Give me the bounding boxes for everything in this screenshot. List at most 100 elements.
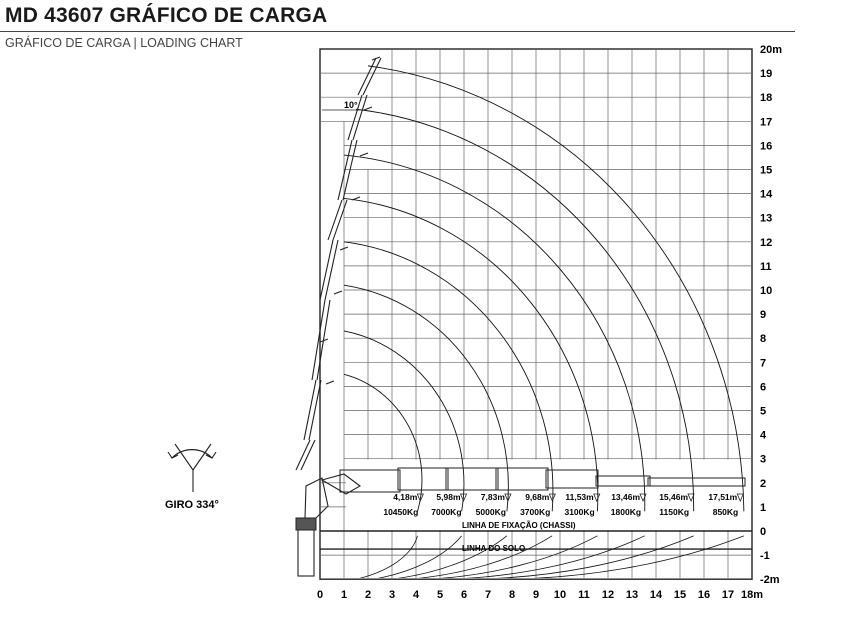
reach-marker: [504, 493, 512, 503]
load-arc: [343, 373, 423, 512]
y-tick-label: 4: [760, 430, 767, 442]
y-tick-label: 12: [760, 237, 772, 249]
y-tick-label: 3: [760, 454, 766, 466]
boom-tip-mark: [325, 380, 335, 385]
y-tick-label: 1: [760, 502, 766, 514]
y-tick-label: 14: [760, 189, 773, 201]
y-tick-label: 13: [760, 213, 772, 225]
reach-value: 7,83m: [481, 492, 506, 502]
horizontal-boom-section: [545, 469, 599, 489]
x-tick-label: 11: [578, 589, 590, 601]
load-arc: [343, 284, 509, 512]
reach-value: 11,53m: [565, 492, 594, 502]
reach-marker: [736, 493, 744, 503]
boom-section-edge: [300, 439, 316, 471]
load-value: 850Kg: [713, 507, 739, 517]
reach-marker: [548, 493, 556, 503]
boom-section-edge: [332, 199, 348, 241]
load-arc: [343, 330, 465, 512]
y-tick-label: -1: [760, 550, 770, 562]
y-tick-label: 20m: [760, 44, 782, 56]
x-tick-label: 2: [365, 589, 371, 601]
boom-section-edge: [324, 239, 339, 301]
boom-section-edge: [308, 379, 322, 441]
x-tick-label: 6: [461, 589, 467, 601]
load-arc-lower: [377, 535, 462, 578]
x-tick-label: 7: [485, 589, 491, 601]
load-arc: [355, 108, 695, 512]
rotation-label: GIRO 334°: [165, 499, 219, 511]
x-tick-label: 0: [317, 589, 323, 601]
rotation-symbol: GIRO 334°: [165, 443, 219, 511]
y-tick-label: 6: [760, 381, 766, 393]
load-arc-lower: [359, 535, 418, 578]
y-tick-label: 8: [760, 333, 766, 345]
load-arc: [343, 197, 599, 512]
y-tick-label: -2m: [760, 574, 780, 586]
reach-value: 17,51m: [708, 492, 737, 502]
boom-tip-mark: [319, 338, 329, 343]
x-tick-label: 1: [341, 589, 347, 601]
crane-boom-drawing: [295, 56, 746, 577]
boom-section: [337, 139, 353, 201]
boom-section-edge: [316, 299, 331, 381]
load-value: 3100Kg: [564, 507, 594, 517]
x-tick-label: 3: [389, 589, 395, 601]
x-tick-label: 12: [602, 589, 614, 601]
horizontal-boom-section: [339, 469, 401, 493]
x-tick-label: 4: [413, 589, 420, 601]
horizontal-boom-section: [445, 467, 499, 491]
boom-section: [347, 94, 363, 141]
ground-line-label: LINHA DO SOLO: [462, 544, 525, 553]
load-arcs: [343, 65, 745, 578]
boom-section: [303, 379, 317, 441]
y-tick-label: 5: [760, 406, 766, 418]
boom-tip-mark: [339, 246, 349, 251]
crane-base: [295, 517, 317, 531]
boom-section: [295, 439, 311, 471]
reach-marker: [687, 493, 695, 503]
reach-value: 4,18m: [393, 492, 418, 502]
axis-tick-labels: 0 1 2 3 4 5 6 7 8 9 10 11 12 13 14 15 16 17 18m-2m-1012345…: [317, 44, 782, 601]
y-tick-label: 17: [760, 116, 772, 128]
y-tick-label: 7: [760, 357, 766, 369]
y-tick-label: 18: [760, 92, 772, 104]
load-value: 10450Kg: [383, 507, 418, 517]
load-arc-lower: [397, 535, 508, 578]
reach-value: 13,46m: [611, 492, 640, 502]
reach-marker: [593, 493, 601, 503]
load-arc-lower: [464, 535, 645, 578]
boom-section: [327, 199, 343, 241]
load-arc-lower: [495, 535, 694, 578]
boom-section: [319, 239, 334, 301]
horizontal-boom-section: [647, 477, 746, 487]
reach-marker: [639, 493, 647, 503]
horizontal-boom-section: [495, 467, 549, 491]
load-arc-lower: [439, 535, 598, 578]
x-tick-label: 17: [722, 589, 734, 601]
boom-section: [357, 57, 377, 96]
y-tick-label: 0: [760, 526, 766, 538]
y-tick-label: 19: [760, 68, 772, 80]
x-tick-label: 10: [554, 589, 566, 601]
x-tick-label: 16: [698, 589, 710, 601]
boom-tip-mark: [363, 106, 373, 111]
boom-section-edge: [342, 139, 358, 201]
load-arc: [343, 154, 646, 512]
load-value: 1800Kg: [611, 507, 641, 517]
x-tick-label: 5: [437, 589, 443, 601]
x-tick-label: 14: [650, 589, 663, 601]
load-arc-lower: [531, 535, 744, 578]
boom-section: [311, 299, 326, 381]
horizontal-boom-section: [595, 475, 651, 487]
horizontal-boom-joint: [320, 473, 361, 495]
y-tick-label: 16: [760, 140, 772, 152]
boom-angle-label: 10°: [344, 100, 358, 110]
boom-tip-mark: [371, 56, 381, 61]
reach-load-table: 4,18m 10450Kg 5,98m 7000Kg 7,83m 5000Kg 9,68m 3…: [383, 492, 744, 517]
load-value: 1150Kg: [659, 507, 689, 517]
page-subtitle: GRÁFICO DE CARGA | LOADING CHART: [5, 36, 243, 50]
x-tick-label: 9: [533, 589, 539, 601]
boom-tip-mark: [333, 290, 343, 295]
